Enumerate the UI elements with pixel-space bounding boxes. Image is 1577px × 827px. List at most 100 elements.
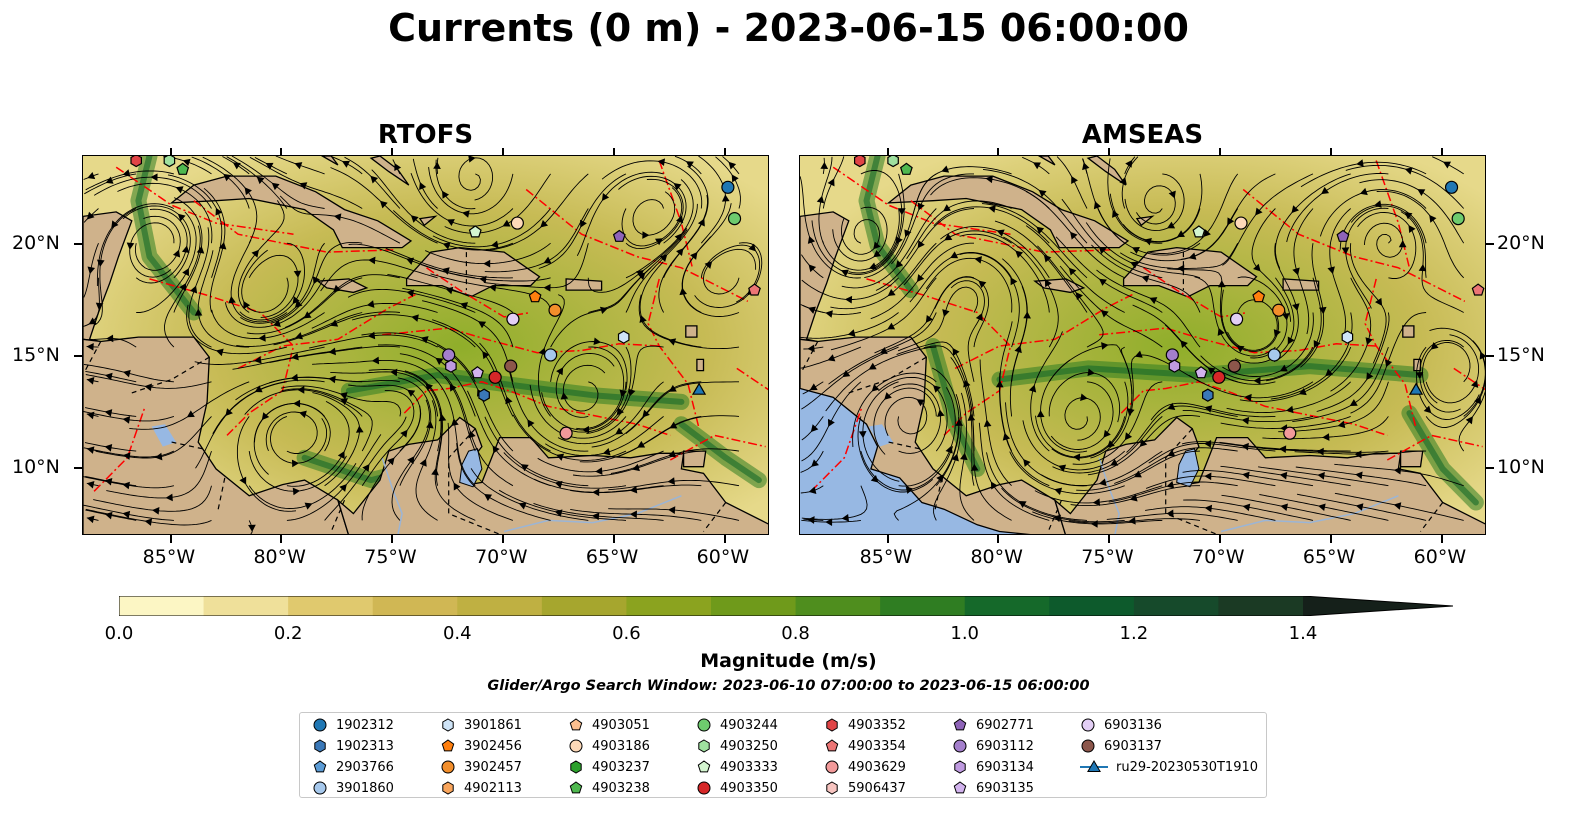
circle-marker-icon <box>697 781 711 795</box>
legend-item: 4903238 <box>568 778 650 798</box>
float-marker-6903134[interactable] <box>445 359 457 373</box>
hexagon-marker-icon <box>442 718 454 732</box>
float-marker-6903112[interactable] <box>442 348 456 362</box>
float-marker-4903352[interactable] <box>853 156 866 168</box>
lon-tick-mark <box>612 148 615 156</box>
lat-tick-mark <box>74 466 82 469</box>
glider-marker[interactable] <box>1408 382 1424 395</box>
float-marker-4903186[interactable] <box>510 216 524 230</box>
circle-marker-icon <box>313 718 327 732</box>
float-marker-3902457[interactable] <box>1272 303 1286 317</box>
legend-item: 1902313 <box>312 736 394 756</box>
float-marker-4903629[interactable] <box>1283 426 1297 440</box>
triangle-line-marker-icon <box>1080 760 1108 772</box>
legend-item: 4903333 <box>696 757 778 777</box>
legend-label: 3901860 <box>336 780 394 796</box>
legend-label: 4903250 <box>720 738 778 754</box>
float-marker-6902771[interactable] <box>1336 229 1350 242</box>
colorbar-tick-label: 0.4 <box>442 623 472 644</box>
lat-tick-label: 20°N <box>12 232 60 255</box>
float-marker-6903112[interactable] <box>1165 348 1179 362</box>
float-marker-6903136[interactable] <box>506 312 520 326</box>
float-marker-4903354[interactable] <box>748 283 761 296</box>
legend-item: 6903112 <box>952 736 1034 756</box>
lat-tick-label: 15°N <box>1497 344 1545 367</box>
lon-tick-mark <box>391 148 394 156</box>
legend-label: 5906437 <box>848 780 906 796</box>
float-marker-6903135[interactable] <box>1194 366 1208 379</box>
legend-label: 6903134 <box>976 759 1034 775</box>
float-marker-3901860[interactable] <box>544 348 558 362</box>
float-marker-3902456[interactable] <box>1252 290 1266 303</box>
float-marker-6903137[interactable] <box>1227 359 1241 373</box>
pentagon-marker-icon <box>313 760 327 773</box>
legend-label: 3902457 <box>464 759 522 775</box>
float-marker-3901860[interactable] <box>1267 348 1281 362</box>
colorbar-extend-arrow <box>1303 596 1453 616</box>
float-marker-4903244[interactable] <box>727 211 742 226</box>
lon-tick-label: 85°W <box>859 546 913 568</box>
float-marker-4903238[interactable] <box>176 162 190 175</box>
float-marker-4903354[interactable] <box>1471 283 1485 296</box>
legend-item: 4903629 <box>824 757 906 777</box>
float-marker-3902457[interactable] <box>548 303 562 317</box>
float-marker-3901861[interactable] <box>1341 330 1354 344</box>
float-marker-4903186[interactable] <box>1234 216 1248 230</box>
legend-label: 4903051 <box>592 717 650 733</box>
lon-tick-mark <box>502 148 505 156</box>
lon-tick-label: 80°W <box>970 546 1023 568</box>
float-marker-1902313[interactable] <box>478 388 490 402</box>
lon-tick-mark <box>502 535 505 543</box>
glider-marker[interactable] <box>691 382 707 395</box>
lon-tick-mark <box>723 148 726 156</box>
legend-item: 6902771 <box>952 715 1034 735</box>
colorbar-tick-label: 0.2 <box>273 623 303 644</box>
float-marker-4903238[interactable] <box>899 162 913 175</box>
legend-item: 4903051 <box>568 715 650 735</box>
float-marker-6903134[interactable] <box>1168 359 1181 373</box>
lon-tick-mark <box>280 535 283 543</box>
lon-tick-mark <box>1219 535 1222 543</box>
legend-label: 4903354 <box>848 738 906 754</box>
legend-item: 6903136 <box>1080 715 1162 735</box>
float-marker-4903250[interactable] <box>887 156 899 168</box>
lon-tick-mark <box>391 535 394 543</box>
hexagon-marker-icon <box>698 739 710 753</box>
legend-item: 2903766 <box>312 757 394 777</box>
float-marker-6903135[interactable] <box>471 366 484 379</box>
float-marker-6903137[interactable] <box>504 359 518 373</box>
float-marker-4903350[interactable] <box>488 370 502 384</box>
float-marker-4903244[interactable] <box>1451 211 1465 226</box>
float-marker-3902456[interactable] <box>528 290 542 303</box>
float-marker-4903333[interactable] <box>1192 225 1206 238</box>
rtofs-map-panel[interactable] <box>82 155 769 535</box>
legend-label: 4903350 <box>720 780 778 796</box>
float-marker-4903333[interactable] <box>468 225 482 238</box>
legend-item: 4903186 <box>568 736 650 756</box>
lon-tick-mark <box>886 148 889 156</box>
lon-tick-label: 70°W <box>475 546 528 568</box>
float-marker-1902313[interactable] <box>1202 388 1214 402</box>
legend-label: 6902771 <box>976 717 1034 733</box>
float-marker-4903629[interactable] <box>559 426 573 440</box>
lon-tick-label: 85°W <box>142 546 196 568</box>
float-marker-1902312[interactable] <box>1444 180 1459 194</box>
circle-marker-icon <box>825 760 839 774</box>
float-marker-6902771[interactable] <box>612 229 626 242</box>
lon-tick-label: 65°W <box>585 546 639 568</box>
legend-label: 2903766 <box>336 759 394 775</box>
float-marker-3901861[interactable] <box>617 330 630 344</box>
float-marker-4903250[interactable] <box>163 156 176 168</box>
float-marker-6903136[interactable] <box>1229 312 1244 326</box>
colorbar-cell <box>541 596 627 616</box>
float-marker-1902312[interactable] <box>721 180 735 194</box>
legend-label: 6903136 <box>1104 717 1162 733</box>
lon-tick-mark <box>169 535 172 543</box>
legend-label: 4903186 <box>592 738 650 754</box>
legend-item: 4903350 <box>696 778 778 798</box>
hexagon-marker-icon <box>442 781 454 795</box>
float-marker-4903350[interactable] <box>1212 370 1226 384</box>
legend-label: 4903333 <box>720 759 778 775</box>
float-marker-4903352[interactable] <box>130 156 143 168</box>
amseas-map-panel[interactable] <box>799 155 1486 535</box>
